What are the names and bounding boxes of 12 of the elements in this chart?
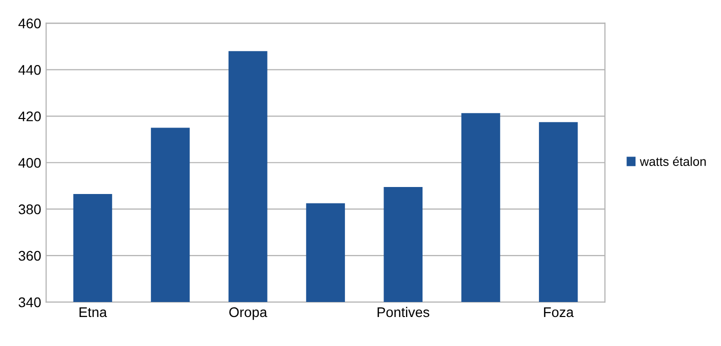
y-tick-label: 460 (18, 18, 41, 28)
y-tick-label: 360 (18, 250, 41, 261)
y-tick-label: 440 (18, 64, 41, 75)
y-tick-label: 340 (18, 297, 41, 308)
x-tick-label: Foza (544, 307, 574, 318)
y-tick-label: 400 (18, 158, 41, 168)
y-tick-label: 380 (18, 204, 41, 214)
legend-label: watts étalon (640, 156, 706, 166)
x-tick-label: Etna (80, 307, 107, 318)
x-tick-label: Oropa (229, 307, 268, 320)
y-tick-label: 420 (18, 111, 41, 122)
x-tick-label: Pontives (378, 306, 430, 318)
